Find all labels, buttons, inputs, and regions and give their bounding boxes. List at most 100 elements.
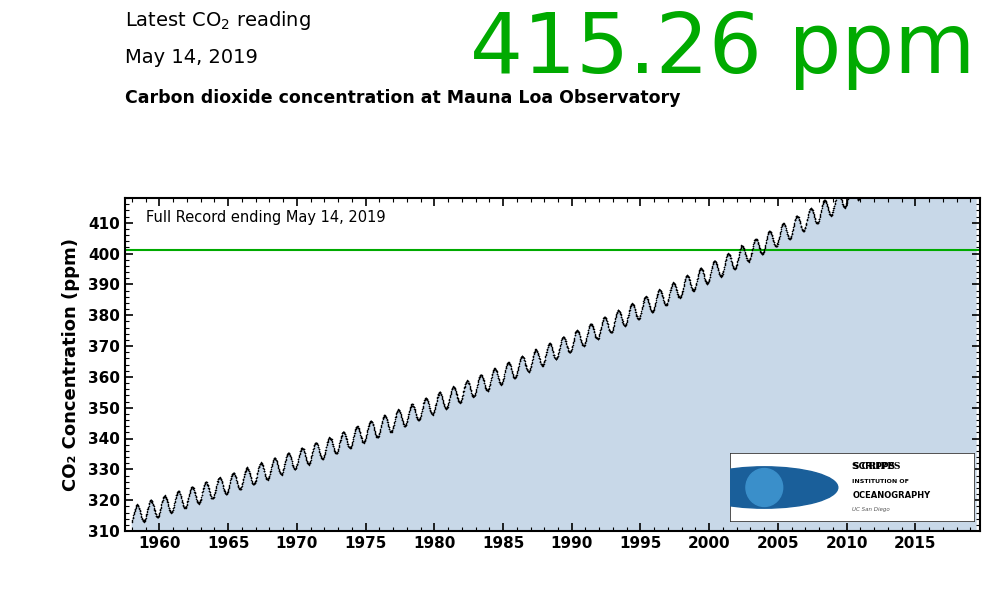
Point: [830, 187, 846, 197]
Point: [307, 439, 323, 449]
Point: [747, 235, 763, 245]
Point: [913, 139, 929, 149]
Point: [759, 233, 775, 242]
Point: [943, 128, 959, 138]
Point: [755, 248, 771, 258]
Point: [720, 248, 736, 258]
Point: [928, 133, 944, 143]
Point: [727, 263, 743, 272]
Point: [762, 226, 778, 236]
Point: [164, 507, 180, 517]
Point: [663, 283, 679, 293]
Point: [331, 442, 347, 452]
Text: Full Record ending May 14, 2019: Full Record ending May 14, 2019: [146, 209, 386, 224]
Point: [398, 421, 414, 430]
Point: [953, 114, 969, 124]
Point: [723, 256, 739, 265]
Point: [310, 440, 326, 450]
Point: [202, 487, 218, 497]
Point: [566, 334, 582, 343]
Point: [305, 444, 321, 454]
Point: [437, 403, 453, 412]
Point: [618, 320, 634, 329]
Point: [129, 500, 145, 510]
Point: [738, 253, 754, 263]
Point: [217, 488, 233, 498]
Point: [761, 227, 777, 237]
Point: [548, 354, 564, 364]
Point: [182, 487, 198, 497]
Point: [576, 340, 592, 350]
Point: [717, 256, 733, 266]
Point: [441, 394, 457, 403]
Point: [517, 360, 533, 370]
Point: [503, 365, 519, 374]
Point: [730, 254, 746, 264]
Point: [407, 407, 423, 417]
Point: [670, 292, 686, 302]
Point: [675, 283, 691, 292]
Point: [156, 492, 172, 502]
Point: [161, 503, 177, 512]
Point: [321, 433, 337, 443]
Point: [582, 319, 598, 328]
Point: [528, 344, 544, 354]
Point: [504, 366, 520, 376]
Point: [569, 326, 585, 336]
Point: [934, 144, 950, 154]
Point: [435, 397, 451, 407]
Point: [577, 337, 593, 347]
Point: [487, 364, 503, 373]
Point: [731, 248, 747, 257]
Point: [125, 513, 141, 523]
Point: [254, 458, 270, 468]
Point: [855, 181, 871, 191]
Point: [471, 372, 487, 382]
Point: [361, 419, 377, 429]
Point: [463, 386, 479, 395]
Point: [367, 427, 383, 436]
Text: May 14, 2019: May 14, 2019: [125, 48, 258, 67]
Point: [603, 328, 619, 337]
Point: [387, 416, 403, 426]
Point: [695, 269, 711, 278]
Point: [711, 269, 727, 278]
Point: [139, 506, 155, 515]
Point: [807, 215, 823, 224]
Point: [810, 218, 826, 227]
Point: [348, 422, 364, 432]
Point: [565, 337, 581, 347]
Point: [412, 412, 428, 422]
Point: [521, 367, 537, 376]
Point: [142, 497, 158, 506]
Point: [354, 436, 370, 445]
Point: [814, 202, 830, 211]
Point: [393, 412, 409, 422]
Point: [717, 259, 733, 268]
Point: [666, 279, 682, 289]
Point: [339, 437, 355, 446]
Point: [964, 118, 980, 128]
Point: [962, 126, 978, 136]
Point: [559, 341, 575, 350]
Point: [235, 474, 251, 484]
Point: [128, 502, 144, 511]
Point: [871, 164, 887, 173]
Point: [403, 400, 419, 410]
Point: [911, 142, 927, 151]
Point: [587, 330, 603, 340]
Point: [444, 384, 460, 394]
Point: [940, 122, 956, 132]
Point: [850, 195, 866, 205]
Point: [858, 172, 874, 182]
Point: [952, 119, 968, 128]
Point: [957, 123, 973, 133]
Point: [665, 278, 681, 287]
Point: [964, 115, 980, 124]
Point: [127, 504, 143, 514]
Point: [329, 448, 345, 458]
Point: [573, 337, 589, 346]
Point: [343, 442, 359, 452]
Point: [964, 116, 980, 126]
Point: [868, 173, 884, 182]
